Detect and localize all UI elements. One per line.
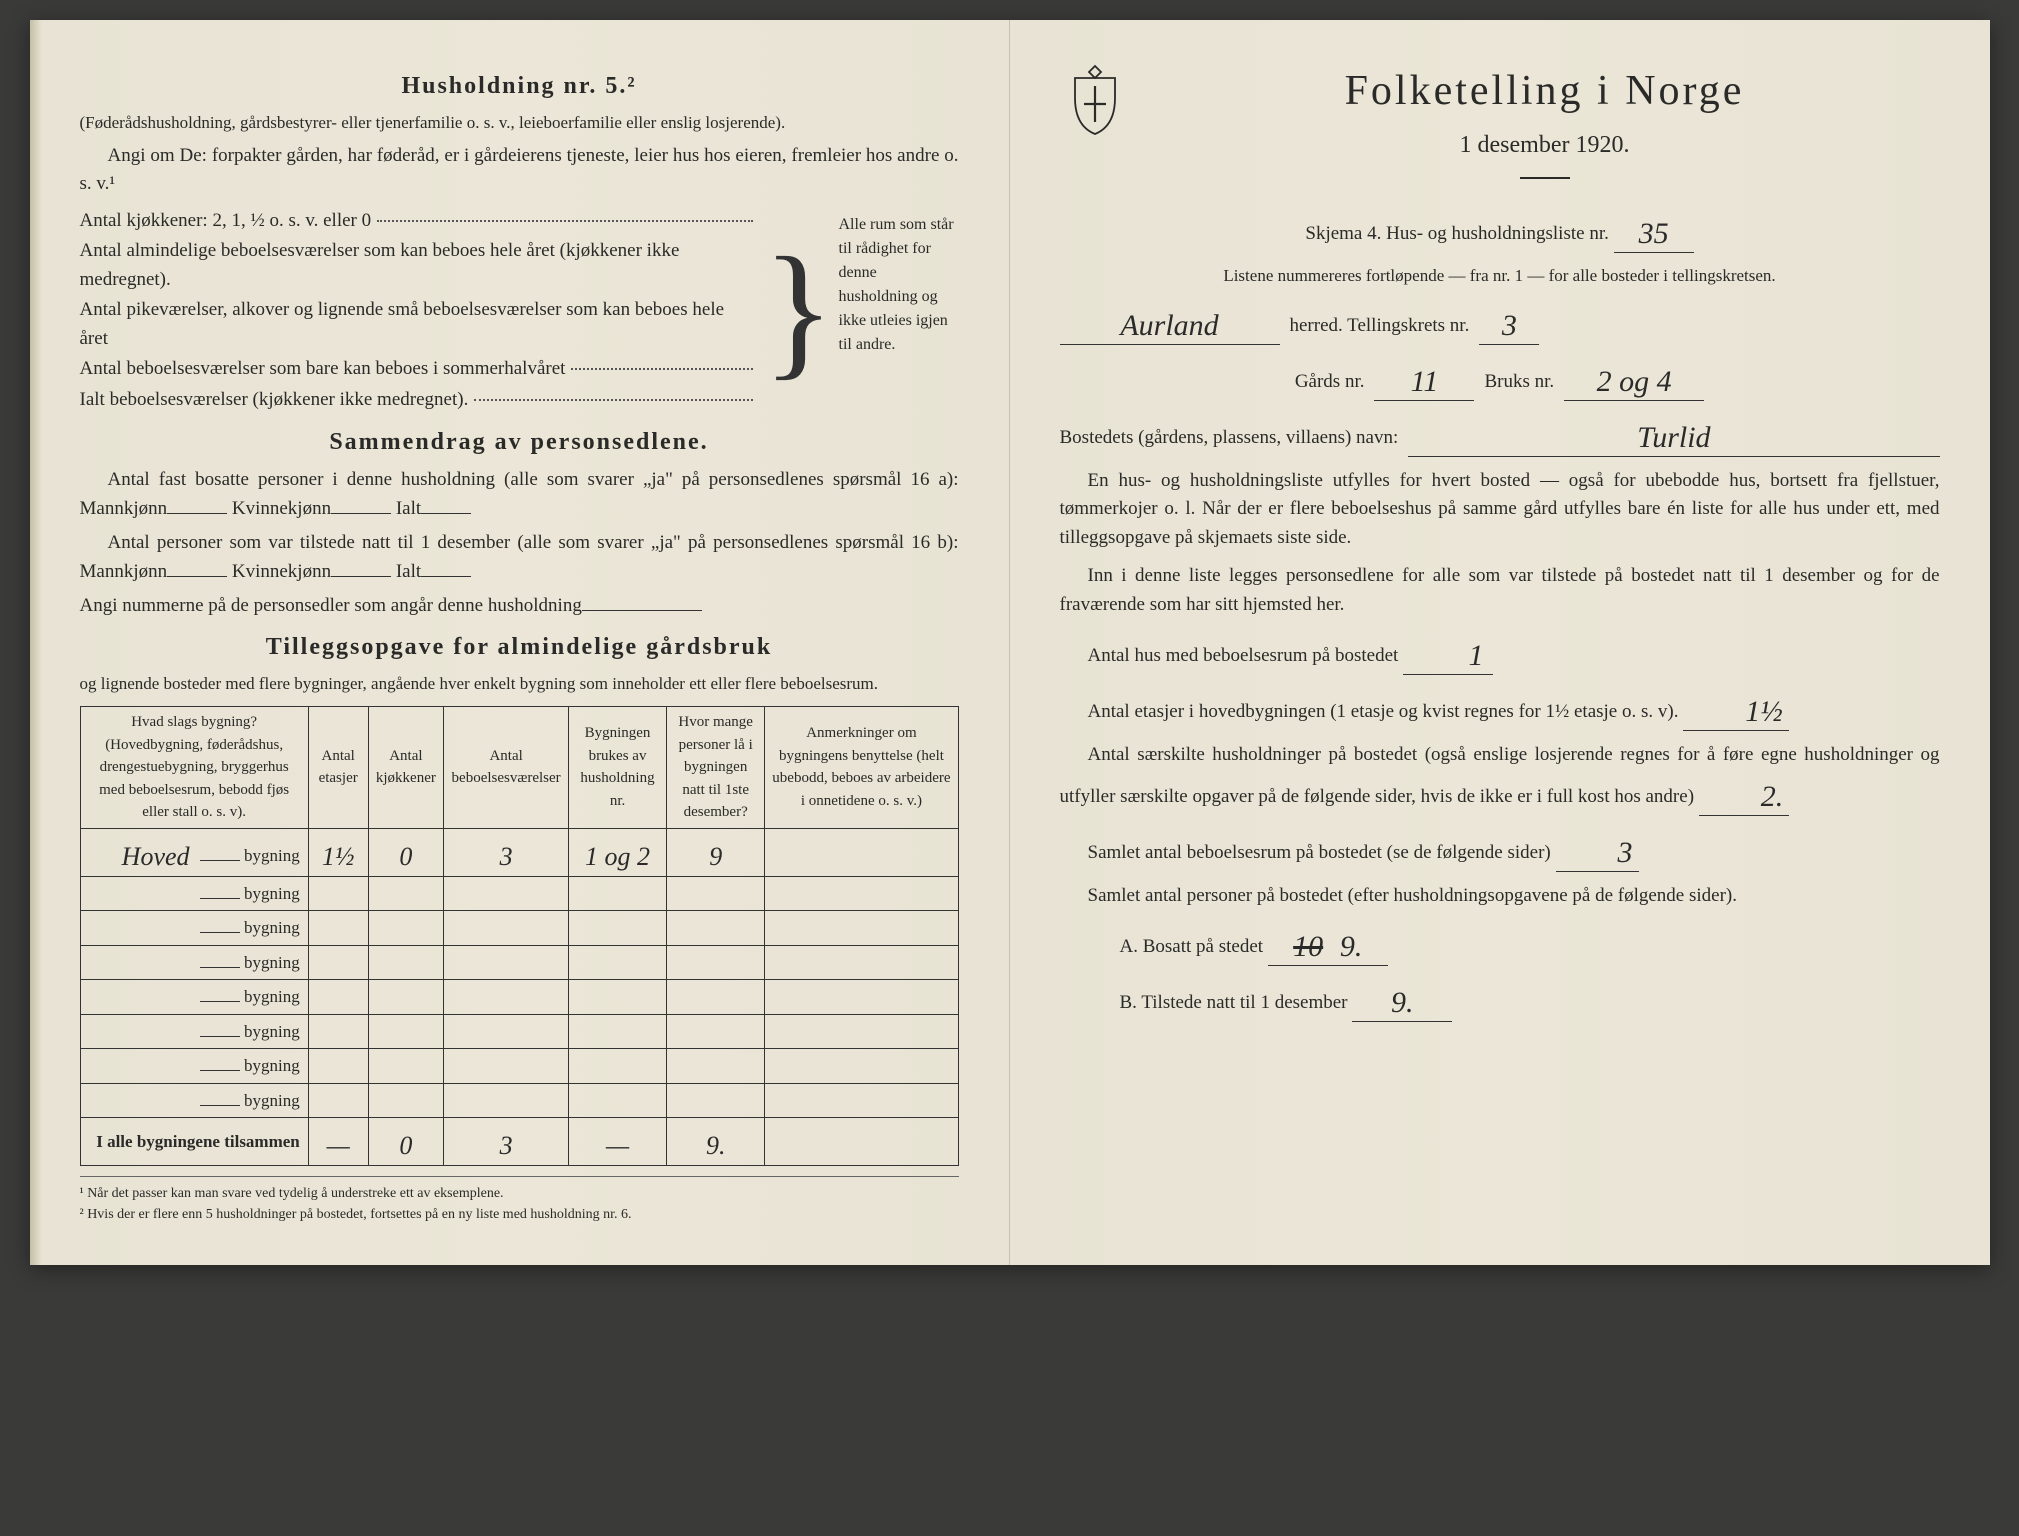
listene-note: Listene nummereres fortløpende — fra nr.… [1060,263,1940,289]
totals-personer: 9. [700,1126,732,1165]
col-etasjer: Antal etasjer [308,707,368,829]
room-line-3: Antal beboelsesværelser som bare kan beb… [80,355,566,384]
q1: Antal hus med beboelsesrum på bostedet 1 [1060,629,1940,675]
summary-2: Antal personer som var tilstede natt til… [80,529,959,586]
bosted-value: Turlid [1631,415,1716,460]
q4: Samlet antal beboelsesrum på bostedet (s… [1060,826,1940,872]
kitchens-label: Antal kjøkkener: 2, 1, ½ o. s. v. eller … [80,207,372,236]
footnote-2: ² Hvis der er flere enn 5 husholdninger … [80,1204,959,1225]
q2: Antal etasjer i hovedbygningen (1 etasje… [1060,685,1940,731]
col-kjokken: Antal kjøkkener [368,707,444,829]
census-date: 1 desember 1920. [1150,127,1940,163]
gards-row: Gårds nr. 11 Bruks nr. 2 og 4 [1060,355,1940,401]
qA: A. Bosatt på stedet 10 9. [1060,920,1940,966]
totals-beboelse: 3 [494,1126,519,1165]
gards-nr: 11 [1405,359,1445,404]
herred-row: Aurland herred. Tellingskrets nr. 3 [1060,299,1940,345]
title: Folketelling i Norge [1150,60,1940,123]
room-line-4: Ialt beboelsesværelser (kjøkkener ikke m… [80,386,469,415]
q2-value: 1½ [1711,689,1789,734]
intro-2: Angi om De: forpakter gården, har føderå… [80,142,959,199]
table-row: Hoved bygning1½031 og 29 [80,828,958,876]
table-row: bygning [80,945,958,980]
footnote-1: ¹ Når det passer kan man svare ved tydel… [80,1183,959,1204]
liste-nr: 35 [1633,211,1675,256]
para-2: Inn i denne liste legges personsedlene f… [1060,562,1940,619]
tillegg-heading: Tilleggsopgave for almindelige gårdsbruk [80,629,959,665]
q3: Antal særskilte husholdninger på bostede… [1060,741,1940,816]
col-type: Hvad slags bygning? (Hovedbygning, føder… [80,707,308,829]
para-1: En hus- og husholdningsliste utfylles fo… [1060,467,1940,553]
census-document: Husholdning nr. 5.² (Føderådshusholdning… [30,20,1990,1265]
brace-icon: } [759,243,839,378]
col-beboelse: Antal beboelsesværelser [444,707,569,829]
brace-text: Alle rum som står til rådighet for denne… [839,205,959,417]
coat-of-arms-icon [1060,60,1130,140]
totals-hush: — [600,1126,635,1165]
left-page: Husholdning nr. 5.² (Føderådshusholdning… [30,20,1010,1265]
table-row: bygning [80,876,958,911]
bruks-nr: 2 og 4 [1591,359,1678,404]
table-row: bygning [80,1083,958,1118]
tillegg-text: og lignende bosteder med flere bygninger… [80,671,959,697]
qB: B. Tilstede natt til 1 desember 9. [1060,976,1940,1022]
q1-value: 1 [1435,633,1490,678]
q4-value: 3 [1584,830,1639,875]
table-row: bygning [80,1014,958,1049]
skjema-line: Skjema 4. Hus- og husholdningsliste nr. … [1060,207,1940,253]
totals-anm [765,1118,958,1166]
room-line-2: Antal pikeværelser, alkover og lignende … [80,296,747,353]
totals-etasjer: — [321,1126,356,1165]
right-page: Folketelling i Norge 1 desember 1920. Sk… [1010,20,1990,1265]
totals-kjokken: 0 [393,1126,418,1165]
summary-heading: Sammendrag av personsedlene. [80,424,959,460]
room-line-1: Antal almindelige beboelsesværelser som … [80,237,747,294]
summary-1: Antal fast bosatte personer i denne hush… [80,466,959,523]
col-anmerk: Anmerkninger om bygningens benyttelse (h… [765,707,958,829]
building-table: Hvad slags bygning? (Hovedbygning, føder… [80,706,959,1166]
herred-value: Aurland [1114,303,1224,348]
rooms-section: Antal kjøkkener: 2, 1, ½ o. s. v. eller … [80,205,959,417]
qA-value-struck: 10 [1287,924,1329,969]
q5: Samlet antal personer på bostedet (efter… [1060,882,1940,911]
q3-value: 2. [1727,774,1790,819]
table-row: bygning [80,1049,958,1084]
bosted-row: Bostedets (gårdens, plassens, villaens) … [1060,411,1940,457]
qB-value: 9. [1385,980,1420,1025]
totals-label: I alle bygningene tilsammen [80,1118,308,1166]
household-heading: Husholdning nr. 5.² [80,68,959,104]
qA-value: 9. [1334,924,1369,969]
footnotes: ¹ Når det passer kan man svare ved tydel… [80,1176,959,1225]
intro-1: (Føderådshusholdning, gårdsbestyrer- ell… [80,110,959,136]
table-row: bygning [80,980,958,1015]
tellingskrets-nr: 3 [1496,303,1523,348]
table-totals-row: I alle bygningene tilsammen — 0 3 — 9. [80,1118,958,1166]
col-husholdning: Bygningen brukes av husholdning nr. [569,707,667,829]
table-row: bygning [80,911,958,946]
summary-3: Angi nummerne på de personsedler som ang… [80,592,959,621]
table-header-row: Hvad slags bygning? (Hovedbygning, føder… [80,707,958,829]
col-personer: Hvor mange personer lå i bygningen natt … [667,707,765,829]
